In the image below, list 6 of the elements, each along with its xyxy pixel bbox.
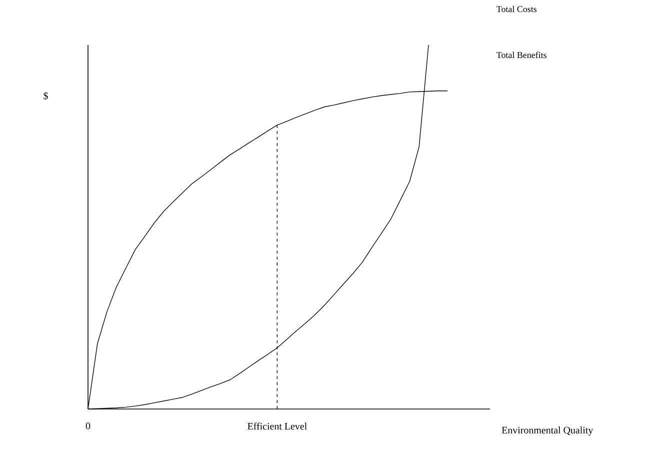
x-axis-title: Environmental Quality [502, 426, 594, 436]
text: Total Benefits [496, 52, 546, 58]
x-tick-label: Efficient Level [248, 422, 307, 430]
text: Total Costs [496, 6, 537, 12]
y-axis-title: $ [44, 92, 48, 100]
x-tick-label: 0 [86, 422, 90, 430]
